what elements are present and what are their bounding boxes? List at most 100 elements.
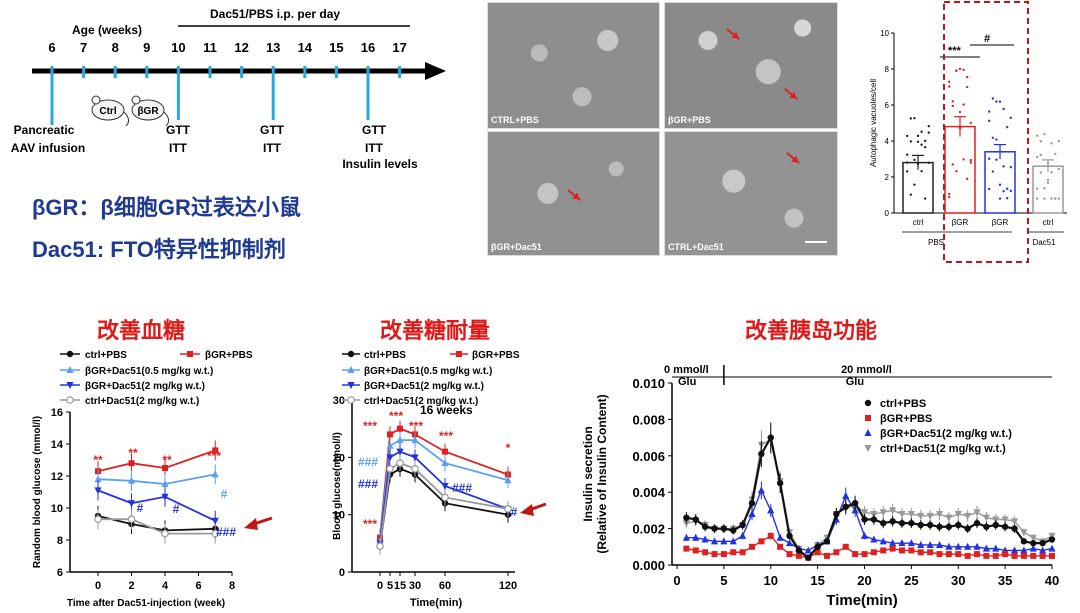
bar-dot — [1006, 125, 1009, 129]
bar-dot — [906, 161, 909, 164]
g1-point — [94, 475, 102, 483]
g3-point — [992, 516, 1000, 524]
g2-point — [397, 425, 403, 432]
g3-point — [1010, 546, 1019, 554]
random-glucose-chart: 6 8 10 12 14 16 0 2 4 6 8 Time after Dac51-injectio… — [32, 350, 273, 609]
g3-legend-marker — [864, 445, 872, 452]
g2-legend-label: βGR+Dac51(0.5 mg/kg w.t.) — [364, 366, 492, 377]
g1-legend-label: βGR+Dac51(2 mg/kg w.t.) — [85, 381, 205, 392]
g3-point — [898, 539, 906, 547]
g2-ytick-label: 0 — [339, 567, 345, 579]
g3-point — [973, 519, 981, 527]
week-label-10: 10 — [171, 40, 185, 55]
g3-point — [767, 434, 774, 441]
g2-series-line — [379, 462, 509, 547]
g2-xlabel: Time(min) — [410, 597, 463, 609]
g3-ylabel-line1: Insulin secretion — [581, 426, 595, 521]
bar-dot — [1039, 171, 1042, 174]
g3-legend-label: βGR+Dac51(2 mg/kg w.t.) — [880, 428, 1012, 440]
g3-point — [785, 539, 794, 547]
g2-annotation: *** — [363, 419, 377, 433]
g3-point — [879, 537, 887, 545]
g2-point — [504, 476, 512, 484]
em-image-ctrl-dac51: CTRL+Dac51 — [664, 131, 838, 256]
g3-point — [777, 543, 784, 550]
g3-point — [776, 479, 784, 487]
g3-point — [757, 486, 765, 494]
g3-point — [926, 521, 934, 529]
g3-point — [1039, 552, 1046, 559]
g3-point — [758, 450, 765, 458]
bar-dot — [995, 100, 998, 103]
g1-point — [127, 500, 136, 508]
bar-dot — [962, 68, 965, 72]
g2-legend-label: ctrl+Dac51(2 mg/kg w.t.) — [364, 396, 478, 407]
g1-point — [211, 470, 219, 478]
g2-xtick-label: 30 — [409, 580, 421, 592]
g1-annotation: # — [173, 502, 180, 516]
title-glucose: 改善血糖 — [97, 318, 186, 343]
g3-ylabel-line2: (Relative of Insulin Content) — [595, 394, 609, 553]
g3-point — [973, 509, 981, 517]
g3-point — [974, 551, 980, 558]
bar-dot — [1039, 140, 1042, 143]
g1-point — [211, 529, 220, 538]
bar-dot — [1006, 187, 1009, 190]
g1-point — [212, 447, 219, 454]
week-label-7: 7 — [80, 40, 87, 55]
g3-point — [983, 523, 990, 530]
bar-dot — [1002, 190, 1005, 193]
g3-xlabel: Time(min) — [826, 592, 897, 609]
g2-annotation: *** — [389, 409, 403, 423]
bar-dot — [913, 183, 916, 186]
bar-ytick-label: 0 — [885, 209, 890, 218]
g1-annotation: # — [221, 487, 228, 501]
bar-dot — [966, 177, 969, 181]
g1-xtick-label: 0 — [95, 580, 101, 592]
g3-point — [758, 538, 765, 545]
highlight-box — [943, 1, 1029, 263]
g2-annotation: *** — [409, 419, 423, 433]
bar-dot — [909, 117, 912, 120]
bar-dot — [948, 195, 951, 199]
g1-series-line — [97, 449, 216, 473]
g1-xtick-label: 4 — [162, 580, 169, 592]
g3-xtick-label: 20 — [857, 573, 871, 588]
g3-point — [870, 535, 878, 543]
g1-annotation: ** — [93, 453, 103, 467]
week-label-13: 13 — [266, 40, 280, 55]
g2-legend-label: βGR+Dac51(2 mg/kg w.t.) — [364, 381, 484, 392]
g3-point — [917, 521, 924, 529]
g2-point — [441, 459, 449, 467]
g3-point — [748, 510, 756, 518]
bar-dot — [969, 161, 972, 164]
event-aav: AAV infusion — [11, 141, 85, 155]
g2-red-arrowhead — [520, 504, 534, 516]
g3-point — [992, 544, 1000, 552]
g3-point — [945, 542, 953, 550]
bar-dot — [1054, 197, 1057, 200]
g3-point — [833, 510, 840, 518]
bar-dot — [1039, 153, 1042, 157]
g3-point — [720, 525, 728, 532]
g1-point — [211, 517, 219, 525]
scale-bar — [805, 241, 827, 243]
g2-series-line — [379, 427, 509, 538]
bar-ytick-label: 2 — [885, 173, 890, 182]
bar-dot — [969, 158, 972, 162]
g1-red-arrowhead — [244, 518, 258, 530]
g3-series-line — [686, 534, 1052, 559]
bar-dot — [1036, 134, 1039, 137]
bar-ytick-label: 6 — [885, 101, 890, 110]
g3-point — [739, 549, 746, 556]
g3-point — [711, 551, 718, 558]
g3-point — [982, 544, 990, 552]
g3-point — [954, 542, 962, 550]
g3-point — [927, 549, 934, 556]
g3-point — [908, 547, 915, 554]
week-label-9: 9 — [143, 40, 150, 55]
g2-point — [386, 441, 394, 449]
g1-point — [127, 515, 136, 524]
g3-point — [955, 521, 962, 529]
gtt-week10: GTT — [166, 123, 191, 137]
